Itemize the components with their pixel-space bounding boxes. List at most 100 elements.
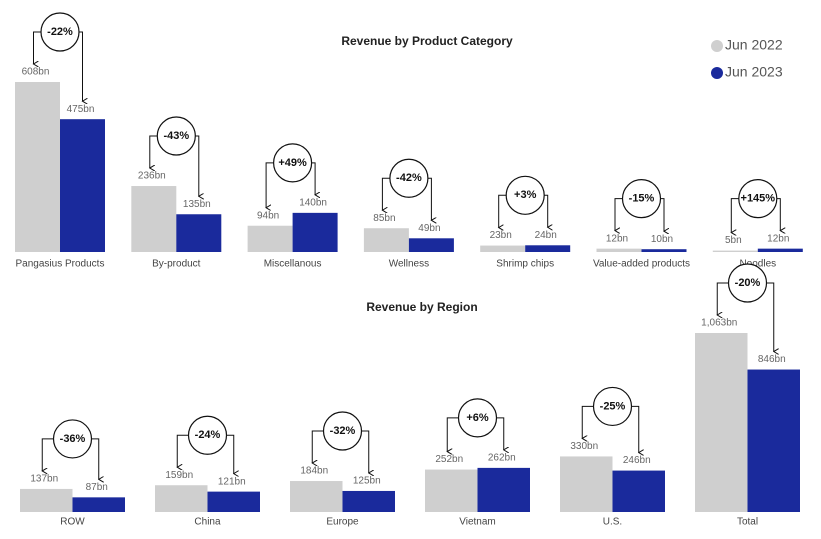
- value-label: 94bn: [257, 210, 279, 221]
- category-label: Pangasius Products: [16, 259, 105, 270]
- category-label: By-product: [152, 259, 201, 270]
- bar: [695, 333, 748, 512]
- arrow: [195, 135, 199, 196]
- arrow: [34, 31, 41, 64]
- arrow: [544, 194, 548, 227]
- category-label: Noodles: [739, 259, 776, 270]
- bar: [477, 467, 530, 512]
- change-label: -20%: [735, 277, 761, 289]
- bar: [60, 119, 105, 252]
- value-label: 1,063bn: [701, 318, 737, 329]
- value-label: 12bn: [606, 233, 628, 244]
- value-label: 12bn: [767, 233, 789, 244]
- arrow: [266, 162, 274, 208]
- bar: [15, 82, 60, 252]
- change-label: -32%: [330, 425, 356, 437]
- bar: [560, 456, 613, 512]
- value-label: 184bn: [300, 466, 328, 477]
- bar: [176, 214, 222, 252]
- value-label: 10bn: [651, 234, 673, 245]
- value-label: 330bn: [570, 441, 598, 452]
- change-label: -42%: [396, 172, 422, 184]
- bar: [408, 238, 454, 252]
- legend-label: Jun 2022: [725, 37, 783, 53]
- arrow: [382, 177, 390, 210]
- bar: [290, 481, 343, 512]
- bar: [20, 488, 73, 512]
- arrow: [361, 430, 369, 473]
- category-label: Total: [737, 517, 758, 528]
- bar: [525, 245, 571, 252]
- legend-swatch: [711, 67, 723, 79]
- arrow: [312, 430, 324, 463]
- value-label: 246bn: [623, 455, 651, 466]
- arrow: [447, 417, 459, 452]
- bar: [247, 225, 293, 252]
- change-label: +3%: [514, 189, 537, 201]
- value-label: 608bn: [22, 67, 50, 78]
- value-label: 24bn: [535, 230, 557, 241]
- value-label: 846bn: [758, 354, 786, 365]
- bar: [131, 186, 177, 252]
- category-label: Miscellanous: [264, 259, 322, 270]
- bar: [342, 490, 395, 512]
- arrow: [42, 438, 54, 471]
- value-label: 121bn: [218, 476, 246, 487]
- bar: [757, 248, 803, 252]
- category-label: Value-added products: [593, 259, 690, 270]
- bar: [207, 491, 260, 512]
- value-label: 236bn: [138, 171, 166, 182]
- bar: [480, 245, 526, 252]
- arrow: [776, 198, 781, 231]
- bar: [425, 469, 478, 512]
- bar: [641, 249, 687, 252]
- bar: [155, 485, 208, 512]
- value-label: 262bn: [488, 453, 516, 464]
- category-label: U.S.: [603, 517, 622, 528]
- arrow: [496, 417, 504, 450]
- value-label: 125bn: [353, 476, 381, 487]
- chart-title: Revenue by Product Category: [341, 34, 513, 48]
- value-label: 137bn: [30, 474, 58, 485]
- category-label: Wellness: [389, 259, 429, 270]
- arrow: [582, 405, 594, 438]
- value-label: 475bn: [67, 104, 95, 115]
- value-label: 87bn: [86, 482, 108, 493]
- arrow: [427, 177, 432, 220]
- arrow: [91, 438, 99, 479]
- arrow: [660, 198, 665, 232]
- change-label: +145%: [741, 193, 776, 205]
- category-label: China: [194, 517, 221, 528]
- arrow: [615, 198, 623, 231]
- value-label: 252bn: [435, 454, 463, 465]
- arrow: [177, 434, 189, 467]
- category-label: ROW: [60, 517, 85, 528]
- category-label: Vietnam: [459, 517, 496, 528]
- arrow: [79, 31, 83, 101]
- bar: [712, 250, 758, 252]
- arrow: [499, 194, 507, 227]
- bar: [363, 228, 409, 252]
- category-label: Shrimp chips: [496, 259, 554, 270]
- bar: [596, 248, 642, 252]
- change-label: -24%: [195, 429, 221, 441]
- arrow: [731, 198, 739, 233]
- bar: [747, 369, 800, 512]
- legend-swatch: [711, 40, 723, 52]
- value-label: 135bn: [183, 199, 211, 210]
- value-label: 85bn: [373, 213, 395, 224]
- change-label: +49%: [278, 157, 307, 169]
- bar: [72, 497, 125, 512]
- legend-label: Jun 2023: [725, 64, 783, 80]
- change-label: -43%: [163, 130, 189, 142]
- value-label: 5bn: [725, 235, 742, 246]
- change-label: +6%: [466, 412, 489, 424]
- arrow: [226, 434, 234, 473]
- change-label: -15%: [629, 193, 655, 205]
- chart-title: Revenue by Region: [366, 300, 477, 314]
- arrow: [717, 282, 729, 315]
- category-label: Europe: [326, 517, 359, 528]
- arrow: [311, 162, 316, 195]
- value-label: 49bn: [418, 223, 440, 234]
